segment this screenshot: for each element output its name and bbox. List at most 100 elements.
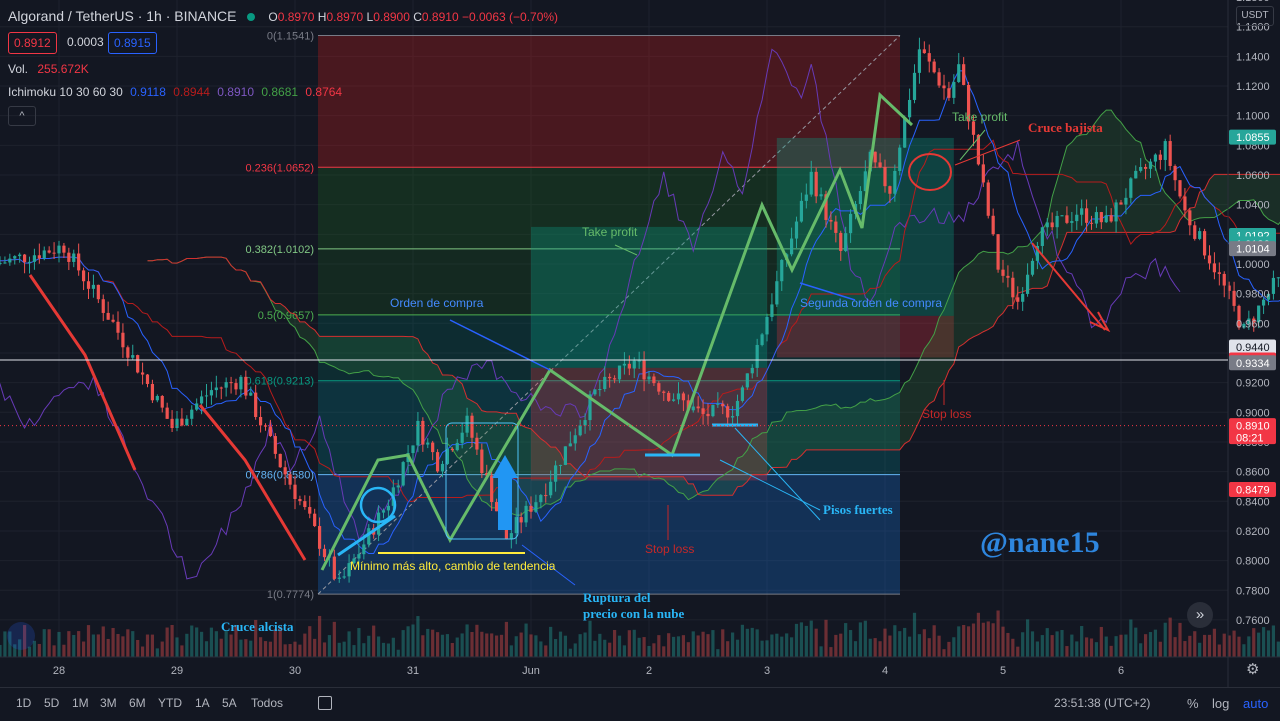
candle-body bbox=[1110, 215, 1113, 221]
candle-body bbox=[534, 502, 537, 512]
candle-body bbox=[107, 313, 110, 320]
range-1a[interactable]: 1A bbox=[195, 696, 210, 710]
volume-bar bbox=[48, 629, 51, 657]
candle-body bbox=[947, 88, 950, 98]
volume-bar bbox=[446, 634, 449, 657]
volume-bar bbox=[854, 641, 857, 657]
volume-bar bbox=[874, 638, 877, 657]
volume-bar bbox=[677, 636, 680, 657]
volume-bar bbox=[175, 637, 178, 657]
candle-body bbox=[810, 172, 813, 195]
candle-body bbox=[559, 465, 562, 466]
candle-body bbox=[97, 285, 100, 299]
volume-bar bbox=[1144, 634, 1147, 657]
fib-level-label: 0.382(1.0102) bbox=[246, 244, 315, 256]
candle-body bbox=[888, 186, 891, 194]
range-6m[interactable]: 6M bbox=[129, 696, 146, 710]
volume-bar bbox=[942, 649, 945, 657]
date-range-icon[interactable] bbox=[318, 696, 332, 710]
scroll-to-realtime-icon[interactable]: » bbox=[1187, 602, 1213, 628]
range-all[interactable]: Todos bbox=[251, 696, 283, 710]
candle-body bbox=[923, 49, 926, 53]
volume-bar bbox=[888, 636, 891, 657]
volume-bar bbox=[397, 650, 400, 657]
volume-bar bbox=[0, 645, 2, 657]
candle-body bbox=[200, 396, 203, 403]
candle-body bbox=[805, 195, 808, 201]
volume-bar bbox=[500, 635, 503, 657]
collapse-legend-icon[interactable]: ^ bbox=[8, 106, 36, 126]
volume-bar bbox=[1016, 647, 1019, 657]
candle-body bbox=[598, 389, 601, 390]
currency-button[interactable]: USDT bbox=[1236, 6, 1274, 26]
candle-body bbox=[593, 389, 596, 394]
clock[interactable]: 23:51:38 (UTC+2) bbox=[1054, 696, 1150, 710]
volume-bar bbox=[43, 629, 46, 657]
sell-price-button[interactable]: 0.8912 bbox=[8, 32, 57, 54]
settings-icon[interactable]: ⚙ bbox=[1246, 660, 1259, 678]
candle-body bbox=[515, 517, 518, 533]
candle-body bbox=[343, 576, 346, 577]
volume-bar bbox=[205, 641, 208, 657]
candle-body bbox=[1178, 180, 1181, 196]
candle-body bbox=[1026, 275, 1029, 294]
log-toggle[interactable]: log bbox=[1212, 696, 1229, 711]
candle-body bbox=[170, 419, 173, 428]
volume-bar bbox=[957, 626, 960, 657]
time-tick-label: Jun bbox=[522, 665, 540, 677]
candle-body bbox=[583, 420, 586, 425]
volume-bar bbox=[225, 630, 228, 657]
volume-bar bbox=[1006, 633, 1009, 657]
volume-bar bbox=[805, 626, 808, 657]
candle-body bbox=[1021, 294, 1024, 302]
candle-body bbox=[928, 53, 931, 61]
range-5a[interactable]: 5A bbox=[222, 696, 237, 710]
candle-body bbox=[141, 372, 144, 374]
range-ytd[interactable]: YTD bbox=[158, 696, 182, 710]
volume-bar bbox=[559, 632, 562, 657]
buy-price-button[interactable]: 0.8915 bbox=[108, 32, 157, 54]
symbol-title[interactable]: Algorand / TetherUS · 1h · BINANCE bbox=[8, 8, 237, 24]
candle-body bbox=[1006, 276, 1009, 278]
range-1m[interactable]: 1M bbox=[72, 696, 89, 710]
volume-bar bbox=[952, 637, 955, 657]
volume-bar bbox=[706, 634, 709, 657]
candle-body bbox=[298, 499, 301, 501]
candle-body bbox=[205, 395, 208, 396]
candle-body bbox=[1134, 171, 1137, 178]
candle-body bbox=[92, 285, 95, 289]
volume-bar bbox=[121, 636, 124, 657]
volume-bar bbox=[161, 642, 164, 657]
range-3m[interactable]: 3M bbox=[100, 696, 117, 710]
volume-bar bbox=[962, 625, 965, 657]
candle-body bbox=[701, 408, 704, 414]
price-tick-label: 0.8600 bbox=[1236, 467, 1270, 479]
auto-toggle[interactable]: auto bbox=[1243, 696, 1268, 711]
range-5d[interactable]: 5D bbox=[44, 696, 59, 710]
volume-bar bbox=[1247, 636, 1250, 657]
candle-body bbox=[618, 366, 621, 380]
volume-bar bbox=[1119, 635, 1122, 657]
volume-bar bbox=[1169, 618, 1172, 657]
tradingview-logo-icon[interactable] bbox=[7, 622, 35, 650]
volume-bar bbox=[534, 635, 537, 657]
range-1d[interactable]: 1D bbox=[16, 696, 31, 710]
ichimoku-legend[interactable]: Ichimoku 10 30 60 30 0.9118 0.8944 0.891… bbox=[8, 85, 342, 99]
volume-legend[interactable]: Vol. 255.672K bbox=[8, 62, 89, 76]
candle-body bbox=[564, 446, 567, 465]
volume-bar bbox=[815, 629, 818, 657]
stop-loss-label: Stop loss bbox=[645, 542, 694, 556]
candle-body bbox=[475, 438, 478, 450]
volume-bar bbox=[829, 647, 832, 657]
candle-body bbox=[338, 578, 341, 579]
volume-bar bbox=[1183, 641, 1186, 657]
candle-body bbox=[613, 378, 616, 379]
candle-body bbox=[756, 345, 759, 368]
percent-toggle[interactable]: % bbox=[1187, 696, 1199, 711]
candle-body bbox=[1183, 196, 1186, 210]
candle-body bbox=[470, 416, 473, 438]
volume-bar bbox=[598, 634, 601, 657]
candle-body bbox=[795, 222, 798, 239]
